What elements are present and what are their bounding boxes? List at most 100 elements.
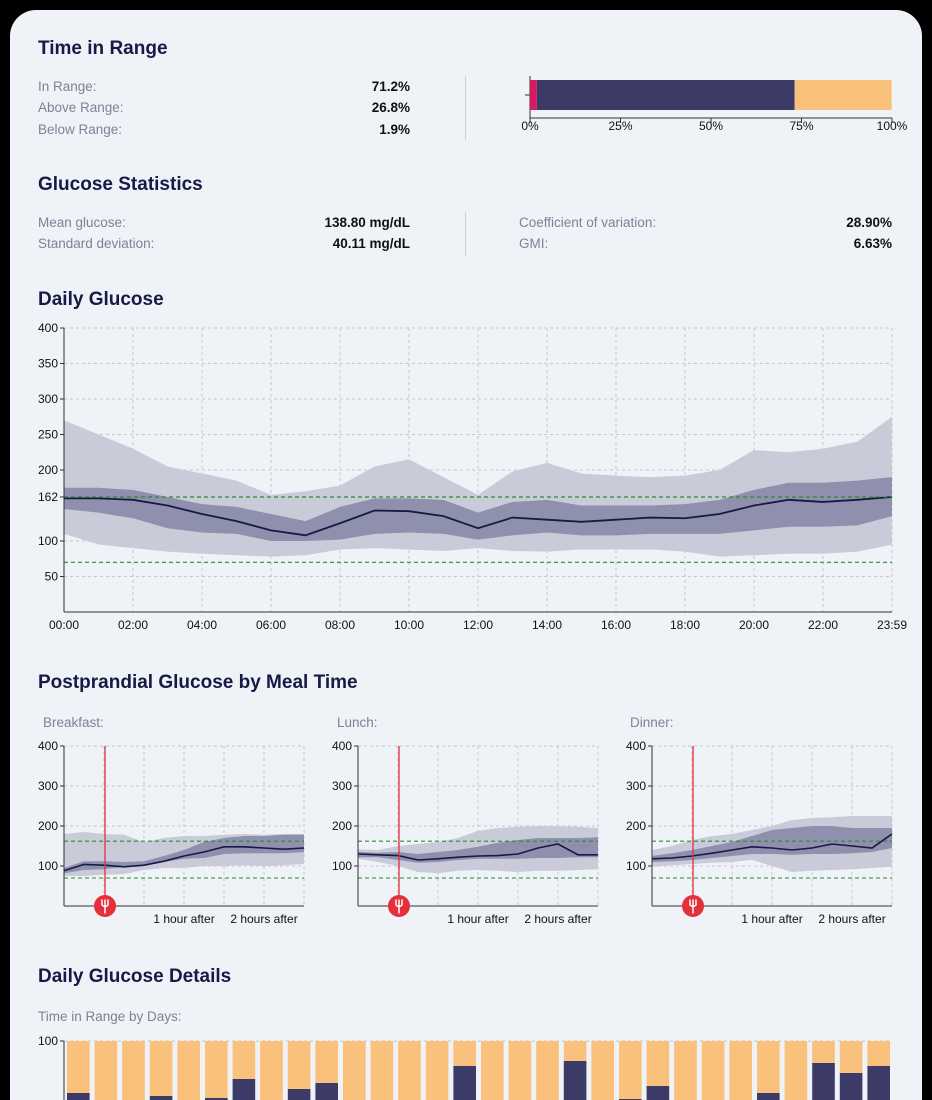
day-in-range-bar bbox=[867, 1066, 890, 1100]
mean-glucose-value: 138.80 mg/dL bbox=[324, 215, 410, 230]
day-in-range-bar bbox=[839, 1073, 863, 1100]
daily-x-tick-label: 23:59 bbox=[877, 618, 907, 632]
cv-label: Coefficient of variation: bbox=[519, 215, 657, 230]
lunch-y-tick-label: 200 bbox=[332, 819, 352, 833]
daily-25-75-percentile-band bbox=[64, 477, 892, 541]
daily-y-tick-label: 350 bbox=[38, 357, 58, 371]
daily-y-tick-label: 250 bbox=[38, 428, 58, 442]
daily-x-tick-label: 18:00 bbox=[670, 618, 700, 632]
daily-y-tick-label: 300 bbox=[38, 392, 58, 406]
daily-x-tick-label: 14:00 bbox=[532, 618, 562, 632]
gmi-value: 6.63% bbox=[853, 236, 892, 251]
day-above-range-bar bbox=[260, 1041, 283, 1100]
tir-x-tick-label: 0% bbox=[521, 119, 539, 133]
day-above-range-bar bbox=[867, 1041, 890, 1066]
day-above-range-bar bbox=[674, 1041, 697, 1100]
daily-y-tick-label: 400 bbox=[38, 321, 58, 335]
above-range-row: Above Range: 26.8% bbox=[38, 100, 410, 120]
daily-x-tick-label: 16:00 bbox=[601, 618, 631, 632]
day-above-range-bar bbox=[784, 1041, 808, 1100]
day-in-range-bar bbox=[232, 1079, 256, 1100]
day-above-range-bar bbox=[619, 1041, 642, 1099]
time-in-range-title: Time in Range bbox=[38, 38, 168, 59]
daily-x-tick-label: 04:00 bbox=[187, 618, 217, 632]
days-y-tick-label: 100 bbox=[38, 1034, 58, 1048]
tir-bar-above-range bbox=[794, 80, 892, 110]
dinner-label: Dinner: bbox=[630, 715, 674, 730]
std-dev-label: Standard deviation: bbox=[38, 236, 155, 251]
day-in-range-bar bbox=[563, 1061, 587, 1100]
breakfast-y-tick-label: 200 bbox=[38, 819, 58, 833]
tir-divider bbox=[465, 76, 466, 140]
lunch-y-tick-label: 400 bbox=[332, 739, 352, 753]
postprandial-title: Postprandial Glucose by Meal Time bbox=[38, 672, 358, 693]
day-in-range-bar bbox=[812, 1063, 835, 1100]
breakfast-one-hour-label: 1 hour after bbox=[153, 912, 214, 926]
tir-by-days-label: Time in Range by Days: bbox=[38, 1009, 182, 1024]
in-range-row: In Range: 71.2% bbox=[38, 79, 410, 99]
tir-x-tick-label: 25% bbox=[608, 119, 632, 133]
stats-divider bbox=[465, 212, 466, 256]
day-above-range-bar bbox=[398, 1041, 421, 1100]
day-above-range-bar bbox=[205, 1041, 228, 1098]
dinner-y-tick-label: 300 bbox=[626, 779, 646, 793]
breakfast-median-line bbox=[63, 846, 305, 872]
tir-x-tick-label: 50% bbox=[699, 119, 723, 133]
dinner-fork-glyph bbox=[689, 899, 697, 914]
day-in-range-bar bbox=[453, 1066, 476, 1100]
lunch-y-tick-label: 300 bbox=[332, 779, 352, 793]
dinner-y-tick-label: 200 bbox=[626, 819, 646, 833]
dinner-two-hours-label: 2 hours after bbox=[818, 912, 885, 926]
tir-bar-below-range bbox=[530, 80, 537, 110]
day-above-range-bar bbox=[508, 1041, 532, 1100]
report-page: Time in Range In Range: 71.2% Above Rang… bbox=[10, 10, 922, 1100]
tir-x-tick-label: 75% bbox=[789, 119, 813, 133]
lunch-two-hours-label: 2 hours after bbox=[524, 912, 591, 926]
daily-x-tick-label: 12:00 bbox=[463, 618, 493, 632]
day-in-range-bar bbox=[205, 1098, 228, 1100]
gmi-label: GMI: bbox=[519, 236, 549, 251]
breakfast-inner-band bbox=[64, 834, 304, 874]
mean-glucose-label: Mean glucose: bbox=[38, 215, 126, 230]
in-range-label: In Range: bbox=[38, 79, 97, 94]
breakfast-y-tick-label: 100 bbox=[38, 859, 58, 873]
gmi-row: GMI: 6.63% bbox=[519, 236, 892, 256]
daily-y-tick-label: 50 bbox=[45, 570, 59, 584]
day-in-range-bar bbox=[646, 1086, 670, 1100]
daily-y-tick-label: 100 bbox=[38, 534, 58, 548]
day-in-range-bar bbox=[149, 1096, 173, 1100]
time-in-range-by-days-chart: 100 bbox=[38, 1034, 892, 1100]
day-in-range-bar bbox=[315, 1083, 338, 1100]
daily-x-tick-label: 08:00 bbox=[325, 618, 355, 632]
daily-glucose-title: Daily Glucose bbox=[38, 289, 164, 310]
day-above-range-bar bbox=[232, 1041, 256, 1079]
breakfast-label: Breakfast: bbox=[43, 715, 104, 730]
day-above-range-bar bbox=[453, 1041, 476, 1066]
daily-x-tick-label: 02:00 bbox=[118, 618, 148, 632]
day-above-range-bar bbox=[149, 1041, 173, 1096]
below-range-label: Below Range: bbox=[38, 122, 123, 137]
day-above-range-bar bbox=[94, 1041, 118, 1100]
day-above-range-bar bbox=[563, 1041, 587, 1061]
day-above-range-bar bbox=[67, 1041, 90, 1093]
day-in-range-bar bbox=[287, 1089, 311, 1100]
day-above-range-bar bbox=[757, 1041, 780, 1093]
lunch-label: Lunch: bbox=[337, 715, 378, 730]
day-above-range-bar bbox=[315, 1041, 338, 1083]
dinner-y-tick-label: 400 bbox=[626, 739, 646, 753]
day-above-range-bar bbox=[343, 1041, 366, 1100]
daily-x-tick-label: 06:00 bbox=[256, 618, 286, 632]
dinner-one-hour-label: 1 hour after bbox=[741, 912, 802, 926]
daily-glucose-chart: 50 100 162 200 250 300 350 400 00:00 02:00 04:00 06… bbox=[38, 321, 907, 632]
std-dev-row: Standard deviation: 40.11 mg/dL bbox=[38, 236, 410, 256]
lunch-median-line bbox=[357, 843, 598, 861]
dinner-median-line bbox=[651, 833, 893, 860]
day-above-range-bar bbox=[729, 1041, 752, 1100]
glucose-statistics-title: Glucose Statistics bbox=[38, 174, 203, 195]
daily-x-tick-label: 00:00 bbox=[49, 618, 79, 632]
mean-glucose-row: Mean glucose: 138.80 mg/dL bbox=[38, 215, 410, 235]
time-in-range-bar-chart: 0% 25% 50% 75% 100% bbox=[521, 76, 908, 133]
postprandial-charts: 100 200 300 400 1 hour after 2 hours after 100… bbox=[38, 739, 893, 926]
above-range-value: 26.8% bbox=[371, 100, 410, 115]
lunch-inner-band bbox=[358, 837, 598, 863]
